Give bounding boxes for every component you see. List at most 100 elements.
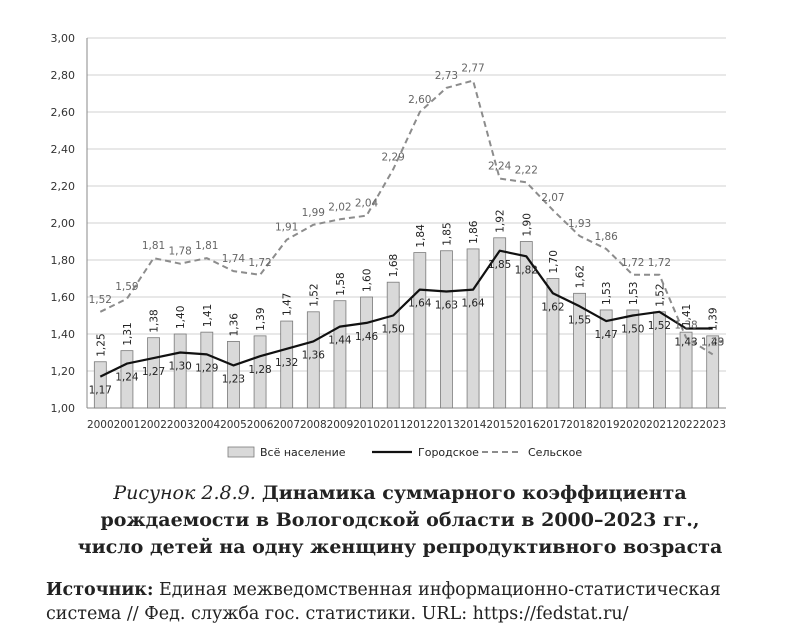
- rural-value-label: 1,78: [168, 246, 191, 258]
- bar: [306, 311, 320, 409]
- series-line-rural: [99, 79, 714, 356]
- urban-value-label: 1,50: [381, 324, 404, 336]
- rural-value-label: 1,74: [222, 253, 246, 265]
- bar: [493, 237, 507, 409]
- rural-value-label: 1,52: [89, 294, 112, 306]
- y-tick-label: 2,40: [51, 143, 76, 156]
- x-tick-label: 2021: [646, 419, 673, 431]
- rural-value-label: 1,81: [195, 240, 218, 252]
- bar: [147, 337, 160, 409]
- x-tick-label: 2017: [540, 419, 567, 431]
- source-line-2: система // Фед. служба гос. статистики. …: [46, 604, 629, 624]
- x-tick-label: 2000: [87, 419, 114, 431]
- bar-value-label: 1,53: [628, 282, 640, 305]
- bar: [413, 252, 427, 409]
- y-tick-label: 1,80: [51, 254, 76, 267]
- bar-value-label: 1,31: [122, 322, 134, 345]
- rural-value-label: 2,07: [541, 192, 564, 204]
- caption-line-3: число детей на одну женщину репродуктивн…: [77, 536, 723, 558]
- x-tick-label: 2015: [486, 419, 513, 431]
- bar: [333, 300, 347, 409]
- urban-value-label: 1,27: [142, 366, 165, 378]
- x-tick-label: 2020: [619, 419, 646, 431]
- bar: [253, 335, 267, 409]
- rural-value-label: 1,72: [648, 257, 671, 269]
- legend-label-bars: Всё население: [260, 446, 346, 459]
- x-tick-label: 2022: [673, 419, 700, 431]
- x-tick-label: 2004: [193, 419, 220, 431]
- bar-value-label: 1,70: [548, 250, 560, 273]
- rural-value-label: 2,02: [328, 201, 351, 213]
- y-tick-label: 2,20: [51, 180, 76, 193]
- rural-value-label: 1,91: [275, 222, 298, 234]
- x-tick-label: 2023: [699, 419, 726, 431]
- urban-value-label: 1,44: [328, 335, 352, 347]
- caption-line-1: Динамика суммарного коэффициента: [261, 482, 687, 504]
- bar: [360, 296, 373, 409]
- y-tick-label: 2,60: [51, 106, 76, 119]
- rural-value-label: 2,60: [408, 94, 431, 106]
- urban-value-label: 1,46: [355, 331, 379, 343]
- x-tick-label: 2008: [300, 419, 327, 431]
- bar-value-label: 1,60: [362, 269, 374, 292]
- rural-value-label: 2,77: [461, 63, 484, 75]
- legend-label-rural: Сельское: [528, 446, 582, 459]
- urban-value-label: 1,32: [275, 357, 298, 369]
- y-tick-label: 1,20: [51, 365, 76, 378]
- x-tick-label: 2016: [513, 419, 540, 431]
- rural-value-label: 1,99: [302, 207, 325, 219]
- urban-value-label: 1,43: [701, 336, 724, 348]
- x-tick-label: 2010: [353, 419, 380, 431]
- bar: [120, 350, 134, 409]
- rural-value-label: 2,04: [355, 198, 379, 210]
- rural-value-label: 1,72: [621, 257, 644, 269]
- y-tick-label: 1,40: [51, 328, 76, 341]
- bar-value-label: 1,84: [415, 224, 427, 248]
- bar-value-label: 1,86: [468, 220, 480, 244]
- rural-value-label: 2,22: [515, 164, 538, 176]
- x-tick-label: 2012: [406, 419, 433, 431]
- bar: [440, 250, 453, 409]
- bar-value-label: 1,25: [95, 333, 107, 356]
- x-tick-label: 2003: [167, 419, 194, 431]
- source-label: Источник:: [46, 580, 154, 600]
- bar-value-label: 1,39: [708, 307, 720, 330]
- x-tick-label: 2002: [140, 419, 167, 431]
- x-tick-label: 2018: [566, 419, 593, 431]
- legend-swatch-bars: [227, 446, 255, 458]
- bar: [573, 292, 586, 409]
- urban-value-label: 1,30: [168, 361, 191, 373]
- bar: [173, 333, 187, 409]
- bar: [519, 241, 533, 409]
- rural-value-label: 1,72: [248, 257, 271, 269]
- bar: [227, 340, 240, 409]
- urban-value-label: 1,36: [302, 349, 326, 361]
- bar-value-label: 1,90: [521, 213, 533, 236]
- urban-value-label: 1,43: [674, 336, 697, 348]
- urban-value-label: 1,29: [195, 362, 218, 374]
- urban-value-label: 1,47: [594, 329, 617, 341]
- bar-value-label: 1,52: [654, 283, 666, 306]
- x-tick-label: 2019: [593, 419, 620, 431]
- bar-value-label: 1,85: [441, 222, 453, 245]
- x-tick-label: 2013: [433, 419, 460, 431]
- bar-value-label: 1,41: [681, 304, 693, 327]
- bar: [466, 248, 480, 409]
- bar: [280, 320, 294, 409]
- source-line-1: Единая межведомственная информационно-ст…: [158, 580, 721, 600]
- rural-value-label: 1,38: [674, 320, 697, 332]
- urban-value-label: 1,23: [222, 373, 245, 385]
- urban-value-label: 1,52: [648, 320, 671, 332]
- x-tick-label: 2001: [114, 419, 141, 431]
- rural-value-label: 1,59: [115, 281, 138, 293]
- bar: [679, 331, 693, 409]
- bar-value-label: 1,58: [335, 272, 347, 295]
- x-tick-label: 2014: [460, 419, 487, 431]
- rural-value-label: 1,81: [142, 240, 165, 252]
- y-tick-label: 1,60: [51, 291, 76, 304]
- rural-value-label: 1,29: [701, 336, 724, 348]
- rural-value-label: 2,73: [435, 70, 458, 82]
- urban-value-label: 1,28: [248, 364, 271, 376]
- y-tick-label: 3,00: [51, 32, 76, 45]
- fertility-chart: 1,00 1,20 1,40 1,60 1,80 2,00 2,20 2,40 2,60 2,80…: [51, 32, 727, 459]
